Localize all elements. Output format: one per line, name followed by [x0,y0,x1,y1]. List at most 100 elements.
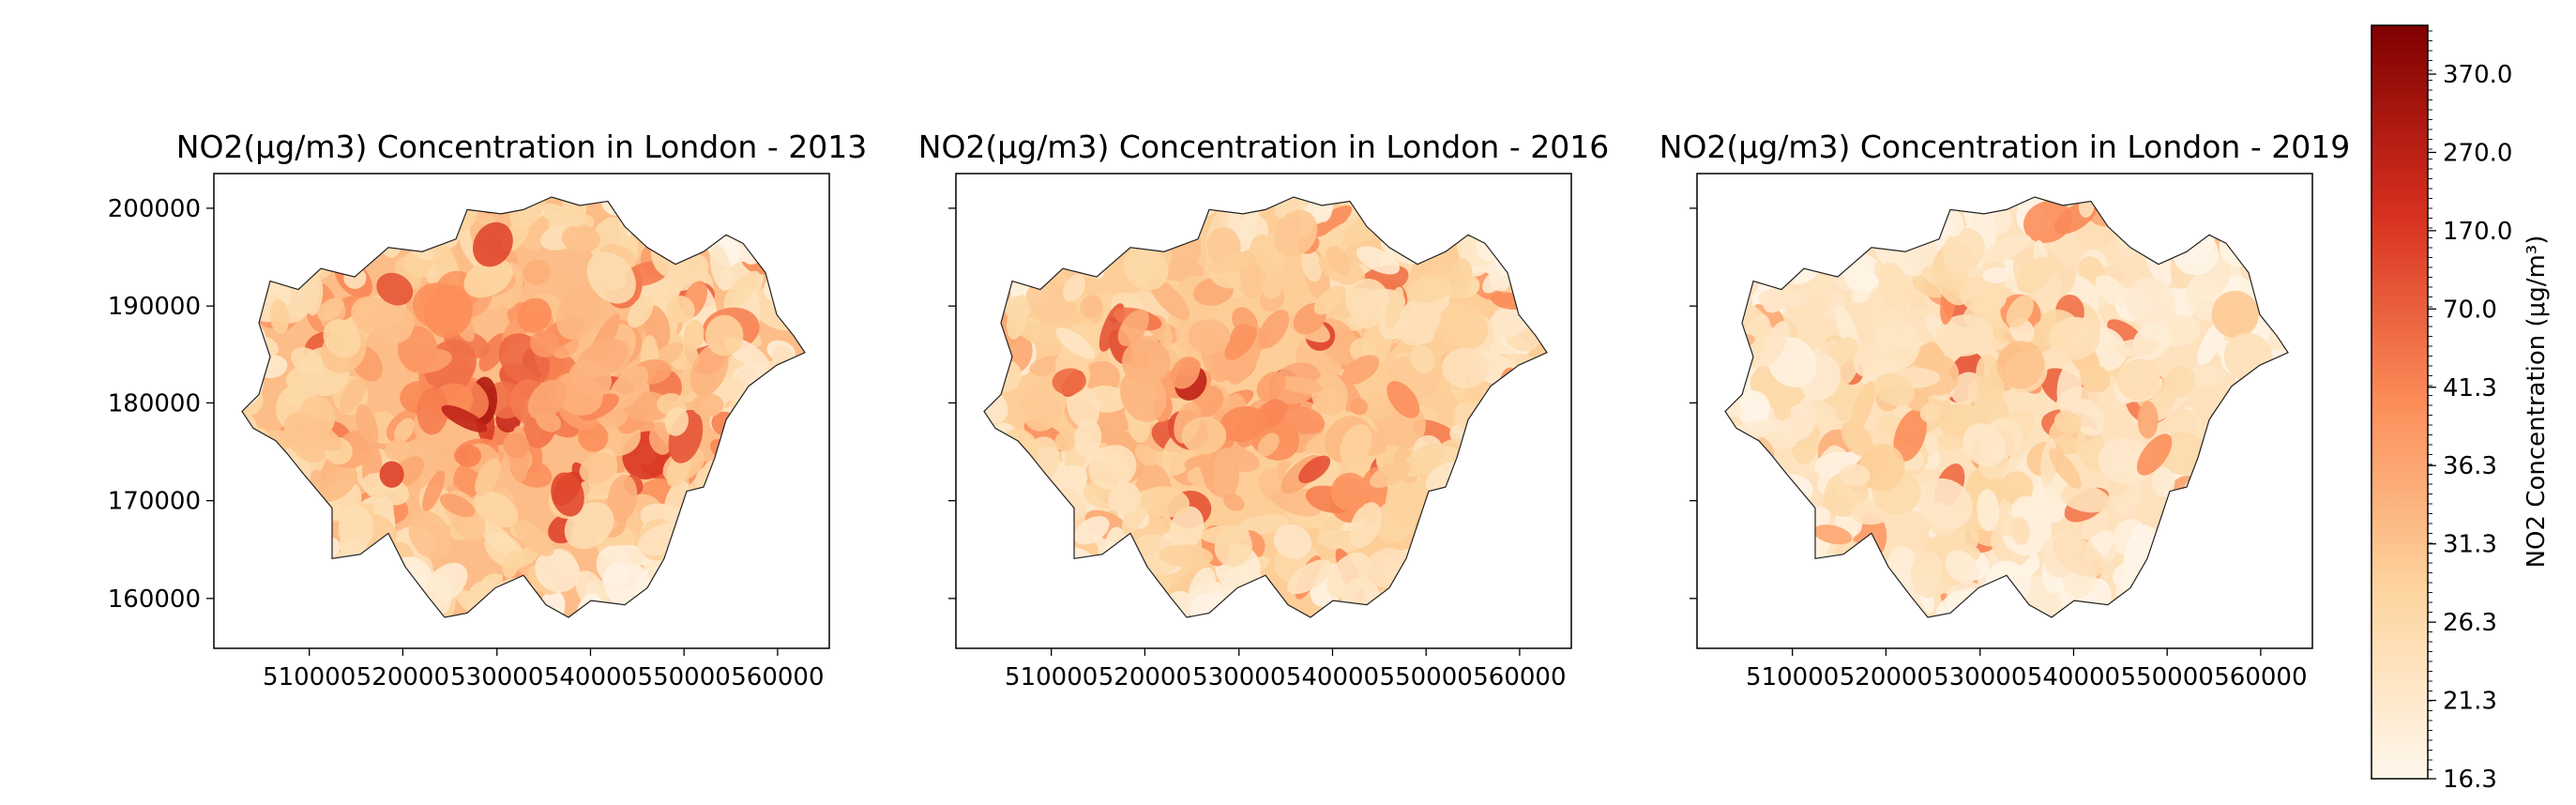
ward-patch [1188,319,1231,355]
ward-patch [473,221,513,267]
ward-patch [2056,364,2083,418]
ward-patch [1340,424,1372,466]
ward-patch [1409,344,1435,374]
ward-patch [1962,423,2007,467]
ward-patch [1385,286,1404,329]
ward-patch [1919,402,1942,423]
colorbar-tick-label: 26.3 [2443,609,2497,637]
ward-patch [1977,489,2000,532]
ward-patch [478,520,517,555]
ward-patch [579,452,618,484]
ward-patch [705,314,744,357]
ward-patch [1148,277,1190,321]
ward-patch [1893,409,1927,462]
ward-patch [408,510,452,560]
x-tick-label: 530000 [450,663,543,691]
ward-patch [523,259,551,285]
ward-patch [423,284,473,338]
ward-patch [1181,417,1227,455]
ward-patch [1402,443,1444,478]
x-tick-label: 530000 [1192,663,1285,691]
y-tick-label: 190000 [108,293,201,321]
ward-patch [1950,372,1983,405]
ward-patch [376,272,414,306]
ward-patch [2006,295,2034,328]
ward-patch [2079,363,2111,393]
ward-patch [474,490,519,528]
panel-title: NO2(μg/m3) Concentration in London - 201… [1659,129,2350,165]
colorbar-minor-ticks [2428,30,2432,770]
colorbar-label: NO2 Concentration (μg/m³) [2523,235,2551,569]
ward-patch [1123,246,1169,291]
ward-patch [1853,345,1882,377]
colorbar-tick-label: 70.0 [2443,296,2497,324]
ward-patch [1313,285,1347,315]
y-tick-label: 170000 [108,488,201,516]
ward-patch [1270,489,1322,517]
ward-patch [1258,310,1290,349]
ward-patch [1839,463,1871,487]
ward-patch [316,297,344,322]
ward-patch [1773,401,1792,420]
ward-patch [1052,368,1086,395]
ward-patch [2174,409,2210,439]
ward-patch [269,299,290,334]
x-tick-label: 560000 [1473,663,1566,691]
ward-patch [1345,287,1380,321]
ward-patch [422,470,446,512]
x-tick-label: 520000 [1099,663,1191,691]
ward-patch [1262,279,1282,299]
ward-patch [417,387,448,435]
ward-patch [319,467,358,502]
y-tick-label: 200000 [108,195,201,223]
ward-patch [715,376,744,402]
ward-patch [1739,390,1770,421]
ward-patch [1981,234,2032,264]
ward-patch [1438,303,1489,350]
ward-patch [2211,290,2260,339]
colorbar-tick-label: 370.0 [2443,61,2512,89]
x-tick-label: 550000 [638,663,731,691]
ward-patch [1910,550,1944,599]
ward-patch [2054,411,2082,434]
ward-patch [1311,205,1353,237]
map-panel-2: NO2(μg/m3) Concentration in London - 201… [918,129,1609,691]
ward-patch [1054,432,1076,452]
ward-patch [1442,347,1489,388]
ward-patch [514,521,554,556]
map-panel-3: NO2(μg/m3) Concentration in London - 201… [1659,129,2350,691]
ward-patch [295,418,342,451]
ward-patch [539,204,577,227]
x-tick-label: 530000 [1933,663,2026,691]
ward-patch [666,295,695,324]
ward-patch [2011,495,2039,524]
colorbar-tick-label: 170.0 [2443,218,2512,246]
ward-patch [1274,197,1314,219]
ward-patch [607,474,638,522]
x-tick-label: 540000 [544,663,637,691]
ward-patch [1256,372,1286,402]
ward-patch [323,319,361,358]
ward-patch [2049,316,2100,360]
ward-patch [1284,406,1326,434]
ward-patch [1425,462,1460,491]
ward-patch [1200,525,1250,544]
ward-patch [1326,552,1371,599]
ward-patch [664,406,689,436]
ward-patch [1169,506,1205,551]
ward-patch [1841,420,1873,457]
ward-patch [2011,516,2030,545]
ward-patch [441,404,488,433]
ward-patch [503,433,530,459]
ward-patch [1219,447,1260,472]
ward-patch [2016,256,2055,294]
ward-patch [683,319,705,352]
ward-patch [356,404,379,446]
x-tick-label: 550000 [1380,663,1473,691]
y-tick-label: 160000 [108,585,201,614]
ward-patch [393,418,415,443]
x-tick-label: 520000 [1840,663,1932,691]
ward-patch [1386,381,1420,418]
ward-patch [1311,373,1348,416]
